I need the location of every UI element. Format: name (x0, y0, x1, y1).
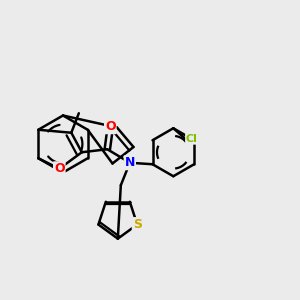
Text: S: S (133, 218, 142, 231)
Text: O: O (54, 162, 64, 175)
Text: N: N (124, 156, 135, 169)
Text: O: O (105, 120, 116, 133)
Text: Cl: Cl (186, 134, 198, 144)
